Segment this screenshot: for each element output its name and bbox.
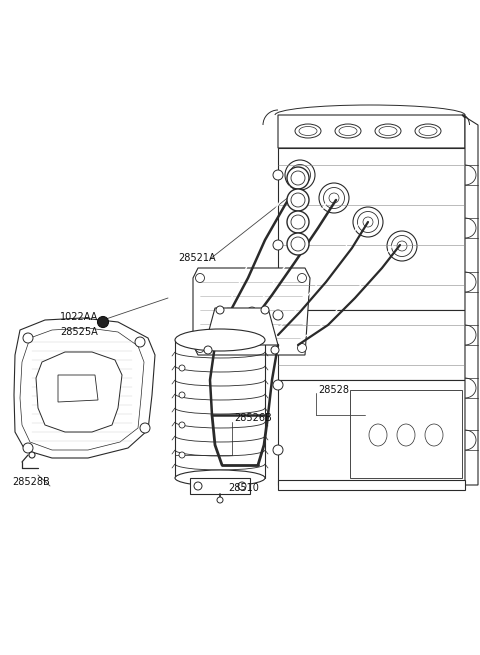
Circle shape: [273, 240, 283, 250]
Polygon shape: [36, 352, 122, 432]
Text: 28528B: 28528B: [12, 477, 50, 487]
Ellipse shape: [324, 187, 345, 208]
Polygon shape: [462, 115, 478, 485]
Ellipse shape: [392, 236, 412, 257]
Ellipse shape: [295, 170, 305, 180]
Polygon shape: [278, 310, 465, 380]
Polygon shape: [278, 115, 465, 148]
Ellipse shape: [375, 124, 401, 138]
Circle shape: [273, 445, 283, 455]
Circle shape: [216, 306, 224, 314]
Circle shape: [179, 452, 185, 458]
Circle shape: [238, 482, 246, 490]
Circle shape: [273, 310, 283, 320]
Circle shape: [292, 234, 300, 242]
Ellipse shape: [335, 124, 361, 138]
Ellipse shape: [379, 126, 397, 136]
Circle shape: [292, 214, 300, 221]
Circle shape: [261, 306, 269, 314]
Ellipse shape: [287, 233, 309, 255]
Polygon shape: [58, 375, 98, 402]
Ellipse shape: [175, 329, 265, 351]
Ellipse shape: [387, 231, 417, 261]
Ellipse shape: [291, 237, 305, 251]
Polygon shape: [20, 328, 144, 450]
Circle shape: [140, 423, 150, 433]
Ellipse shape: [291, 193, 305, 207]
Ellipse shape: [397, 424, 415, 446]
Circle shape: [97, 316, 108, 328]
Text: 28521A: 28521A: [178, 253, 216, 263]
Polygon shape: [190, 478, 250, 494]
Circle shape: [179, 422, 185, 428]
Text: 28525A: 28525A: [60, 327, 98, 337]
Ellipse shape: [287, 211, 309, 233]
Ellipse shape: [415, 124, 441, 138]
Ellipse shape: [287, 167, 309, 189]
Text: 28528: 28528: [318, 385, 349, 395]
Text: 1022AA: 1022AA: [60, 312, 98, 322]
Polygon shape: [278, 480, 465, 490]
Polygon shape: [278, 148, 465, 310]
Ellipse shape: [175, 470, 265, 486]
Ellipse shape: [358, 212, 379, 233]
Ellipse shape: [319, 183, 349, 213]
Ellipse shape: [285, 160, 315, 190]
Circle shape: [298, 274, 307, 282]
Circle shape: [271, 346, 279, 354]
Text: 28526B: 28526B: [234, 413, 272, 423]
Polygon shape: [278, 380, 465, 485]
Circle shape: [179, 365, 185, 371]
Circle shape: [273, 170, 283, 180]
Ellipse shape: [369, 424, 387, 446]
Circle shape: [23, 333, 33, 343]
Ellipse shape: [329, 193, 339, 203]
Ellipse shape: [353, 207, 383, 237]
Ellipse shape: [289, 164, 311, 185]
Circle shape: [292, 174, 300, 181]
Circle shape: [217, 497, 223, 503]
Text: 28510: 28510: [228, 483, 259, 493]
Circle shape: [29, 452, 35, 458]
Circle shape: [292, 195, 300, 202]
Ellipse shape: [397, 241, 407, 251]
Circle shape: [194, 482, 202, 490]
Ellipse shape: [363, 217, 373, 227]
Ellipse shape: [287, 189, 309, 211]
Polygon shape: [205, 308, 278, 345]
Circle shape: [204, 346, 212, 354]
Polygon shape: [193, 268, 310, 355]
Polygon shape: [350, 390, 462, 478]
Ellipse shape: [299, 126, 317, 136]
Ellipse shape: [339, 126, 357, 136]
Ellipse shape: [295, 124, 321, 138]
Ellipse shape: [291, 171, 305, 185]
Circle shape: [298, 343, 307, 352]
Circle shape: [195, 343, 204, 352]
Circle shape: [135, 337, 145, 347]
Circle shape: [195, 274, 204, 282]
Circle shape: [247, 307, 257, 317]
Ellipse shape: [291, 215, 305, 229]
Circle shape: [23, 443, 33, 453]
Ellipse shape: [425, 424, 443, 446]
Polygon shape: [14, 318, 155, 458]
Ellipse shape: [419, 126, 437, 136]
Circle shape: [273, 380, 283, 390]
Circle shape: [179, 392, 185, 398]
